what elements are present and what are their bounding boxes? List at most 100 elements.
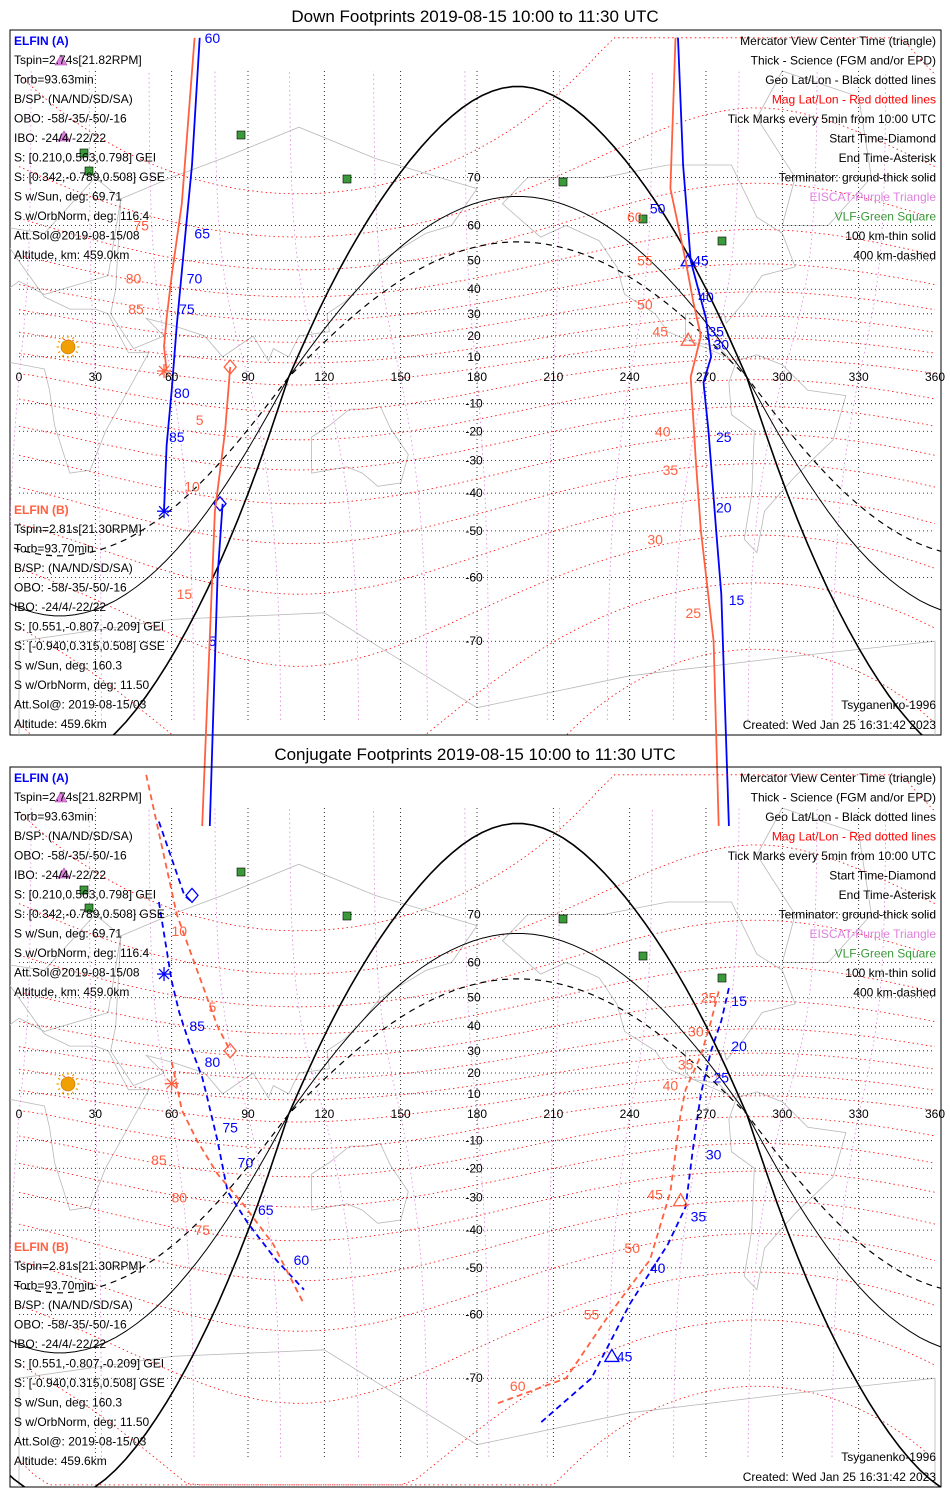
legend-line: 400 km-dashed [853,249,936,263]
lon-tick-label: 360 [925,1107,945,1121]
elfin-a-info-line: OBO: -58/-35/-50/-16 [14,112,127,126]
tick-mark-label: 25 [713,1069,729,1085]
elfin-b-info-line: Torb=93.70min [14,542,94,556]
legend-line: Geo Lat/Lon - Black dotted lines [765,73,936,87]
elfin-b-info-line: Tspin=2.81s[21.30RPM] [14,1259,142,1273]
lat-tick-label: -50 [465,524,483,538]
eiscat-site-marker [57,130,71,142]
tick-mark-label: 85 [189,1018,205,1034]
elfin-b-info-line: S: [-0.940,0.315,0.508] GSE [14,639,165,653]
elfin-a-info-line: Tspin=2.74s[21.82RPM] [14,790,142,804]
lat-tick-label: -40 [465,486,483,500]
lat-tick-label: -10 [465,1134,483,1148]
tick-mark-label: 35 [708,324,724,340]
tick-mark-label: 60 [627,209,643,225]
tick-mark-label: 15 [729,592,745,608]
start-time-diamond [223,358,238,375]
tick-mark-label: 80 [126,270,142,286]
lat-tick-label: 30 [467,307,481,321]
lon-tick-label: 240 [620,1107,640,1121]
tick-mark-label: 85 [169,429,185,445]
end-time-asterisk [157,967,172,982]
vlf-site-marker [558,177,568,187]
legend-line: 100 km-thin solid [845,966,936,980]
eiscat-site-marker [54,54,68,66]
start-time-diamond [223,1042,238,1059]
legend-line: 100 km-thin solid [845,229,936,243]
lat-tick-label: -10 [465,397,483,411]
orbit-track-4 [170,1061,305,1305]
legend-line: Mag Lat/Lon - Red dotted lines [772,93,936,107]
model-label: Tsyganenko-1996 [841,698,936,712]
elfin-b-header: ELFIN (B) [14,503,69,517]
lon-tick-label: 360 [925,370,945,384]
orbit-track-5 [497,991,720,1405]
tick-mark-label: 55 [637,253,653,269]
elfin-a-info-line: S w/OrbNorm, deg: 116.4 [14,946,149,960]
legend-line: Thick - Science (FGM and/or EPD) [751,791,936,805]
orbit-track-5 [201,366,232,827]
tick-mark-label: 70 [187,270,203,286]
elfin-b-info-line: S: [0.551,-0.807,-0.209] GEI [14,1357,164,1371]
panel-frame [9,29,942,736]
tick-mark-label: 30 [713,336,729,352]
legend-line: VLF-Green Square [835,947,937,961]
created-timestamp: Created: Wed Jan 25 16:31:42 2023 [743,1470,937,1484]
legend-line: Mercator View Center Time (triangle) [740,771,936,785]
elfin-a-info-line: B/SP: (NA/ND/SD/SA) [14,92,133,106]
tick-mark-label: 80 [172,1190,188,1206]
elfin-b-info-line: S w/Sun, deg: 160.3 [14,659,122,673]
lon-tick-label: 60 [165,1107,179,1121]
tick-mark-label: 25 [685,605,701,621]
elfin-b-info-line: Altitude: 459.6km [14,717,107,731]
tick-mark-label: 60 [294,1252,310,1268]
lat-tick-label: 50 [467,991,481,1005]
legend-line: End Time-Asterisk [839,888,937,902]
start-time-diamond [185,887,199,904]
elfin-a-info-line: Torb=93.63min [14,73,94,87]
legend-line: VLF-Green Square [835,210,937,224]
elfin-a-info-line: S w/Sun, deg: 69.71 [14,927,122,941]
elfin-b-info-line: S w/OrbNorm, deg: 11.50 [14,678,149,692]
elfin-b-info-line: Att.Sol@: 2019-08-15/03 [14,698,147,712]
elfin-a-info-line: S: [0.342,-0.789,0.508] GSE [14,907,165,921]
tick-mark-label: 5 [208,999,216,1015]
lon-tick-label: 210 [543,1107,563,1121]
elfin-a-info-line: S: [0.210,0.563,0.798] GEI [14,151,156,165]
lat-tick-label: 60 [467,219,481,233]
elfin-b-info-line: OBO: -58/-35/-50/-16 [14,581,127,595]
legend-line: Start Time-Diamond [829,132,936,146]
lon-tick-label: 150 [391,1107,411,1121]
lat-tick-label: 70 [467,907,481,921]
legend-line: Mag Lat/Lon - Red dotted lines [772,830,936,844]
tick-mark-label: 55 [584,1307,600,1323]
tick-mark-label: 60 [205,30,221,46]
tick-mark-label: 20 [731,1038,747,1054]
lat-tick-label: -60 [465,571,483,585]
sun-icon [56,1072,80,1096]
tick-mark-label: 75 [194,1222,210,1238]
orbit-track-4 [669,37,720,827]
eiscat-site-marker [57,867,71,879]
panel-title: Down Footprints 2019-08-15 10:00 to 11:3… [291,7,658,26]
elfin-b-info-line: S: [-0.940,0.315,0.508] GSE [14,1376,165,1390]
end-time-asterisk [157,504,172,519]
legend-line: Start Time-Diamond [829,869,936,883]
lon-tick-label: 330 [849,1107,869,1121]
vlf-site-marker [79,885,89,895]
lat-tick-label: 70 [467,170,481,184]
legend-line: Tick Marks every 5min from 10:00 UTC [728,112,937,126]
lon-tick-label: 90 [241,1107,255,1121]
lon-tick-label: 270 [696,1107,716,1121]
lat-tick-label: -70 [465,1371,483,1385]
legend-line: EISCAT-Purple Triangle [810,927,937,941]
elfin-a-header: ELFIN (A) [14,771,69,785]
sun-icon [56,335,80,359]
vlf-site-marker [236,867,246,877]
tick-mark-label: 20 [716,499,732,515]
elfin-a-info-line: OBO: -58/-35/-50/-16 [14,849,127,863]
lon-tick-label: 210 [543,370,563,384]
tick-mark-label: 50 [637,296,653,312]
tick-mark-label: 25 [701,990,717,1006]
